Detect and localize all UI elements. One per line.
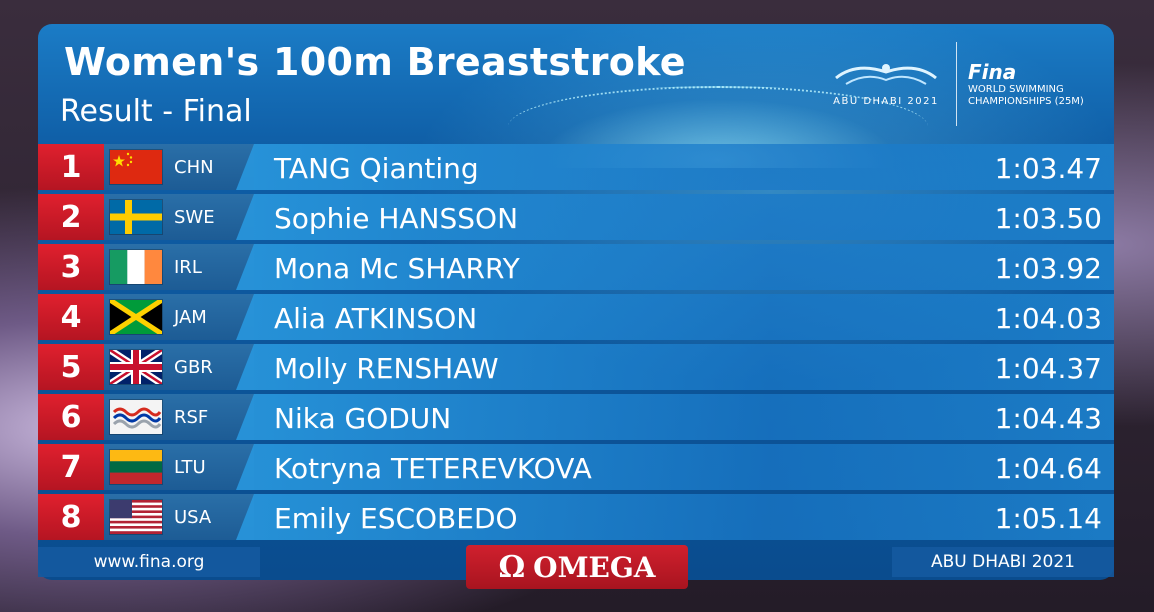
omega-wordmark: OMEGA xyxy=(533,550,656,584)
athlete-name: Sophie HANSSON xyxy=(274,202,519,235)
noc-code: GBR xyxy=(174,356,213,378)
flag-sweden-icon xyxy=(110,200,162,234)
flag-jamaica-icon xyxy=(110,300,162,334)
result-time: 1:03.47 xyxy=(994,152,1102,185)
result-time: 1:04.43 xyxy=(994,402,1102,435)
noc-code: JAM xyxy=(174,306,207,328)
result-time: 1:04.64 xyxy=(994,452,1102,485)
flag-cell: LTU xyxy=(104,444,254,490)
event-logo: ABU DHABI 2021 xyxy=(826,52,946,122)
rank: 4 xyxy=(38,294,104,340)
rank: 8 xyxy=(38,494,104,540)
fina-wordmark: Fina xyxy=(968,60,1017,84)
rank: 7 xyxy=(38,444,104,490)
rank: 2 xyxy=(38,194,104,240)
result-row: 6 RSF Nika GODUN 1:04.43 xyxy=(38,394,1114,440)
result-row: 3 IRL Mona Mc SHARRY 1:03.92 xyxy=(38,244,1114,290)
rank: 3 xyxy=(38,244,104,290)
result-time: 1:03.50 xyxy=(994,202,1102,235)
fina-subtitle: WORLD SWIMMING CHAMPIONSHIPS (25M) xyxy=(968,84,1084,107)
flag-usa-icon xyxy=(110,500,162,534)
athlete-name: TANG Qianting xyxy=(274,152,479,185)
rank: 6 xyxy=(38,394,104,440)
athlete-name: Emily ESCOBEDO xyxy=(274,502,518,535)
rank: 5 xyxy=(38,344,104,390)
athlete-name: Mona Mc SHARRY xyxy=(274,252,520,285)
flag-cell: IRL xyxy=(104,244,254,290)
event-subtitle: Result - Final xyxy=(60,94,252,129)
noc-code: USA xyxy=(174,506,212,528)
noc-code: RSF xyxy=(174,406,209,428)
flag-great-britain-icon xyxy=(110,350,162,384)
results-list: 1 CHN TANG Qianting 1:03.47 2 xyxy=(38,144,1114,544)
event-city-label: ABU DHABI 2021 xyxy=(892,547,1114,577)
athlete-name: Nika GODUN xyxy=(274,402,452,435)
name-cell: Nika GODUN 1:04.43 xyxy=(236,394,1114,440)
result-row: 5 GBR Molly RENSHAW 1:04.37 xyxy=(38,344,1114,390)
result-row: 1 CHN TANG Qianting 1:03.47 xyxy=(38,144,1114,190)
name-cell: Molly RENSHAW 1:04.37 xyxy=(236,344,1114,390)
fina-website-link: www.fina.org xyxy=(38,547,260,577)
athlete-name: Kotryna TETEREVKOVA xyxy=(274,452,592,485)
flag-cell: CHN xyxy=(104,144,254,190)
flag-ireland-icon xyxy=(110,250,162,284)
name-cell: Alia ATKINSON 1:04.03 xyxy=(236,294,1114,340)
flag-rsf-icon xyxy=(110,400,162,434)
name-cell: Kotryna TETEREVKOVA 1:04.64 xyxy=(236,444,1114,490)
flag-lithuania-icon xyxy=(110,450,162,484)
noc-code: SWE xyxy=(174,206,215,228)
noc-code: IRL xyxy=(174,256,202,278)
result-row: 7 LTU Kotryna TETEREVKOVA 1:04.64 xyxy=(38,444,1114,490)
result-time: 1:05.14 xyxy=(994,502,1102,535)
noc-code: CHN xyxy=(174,156,214,178)
name-cell: Mona Mc SHARRY 1:03.92 xyxy=(236,244,1114,290)
omega-sponsor-logo: Ω OMEGA xyxy=(466,545,688,589)
athlete-name: Alia ATKINSON xyxy=(274,302,478,335)
name-cell: Sophie HANSSON 1:03.50 xyxy=(236,194,1114,240)
athlete-name: Molly RENSHAW xyxy=(274,352,499,385)
result-row: 4 JAM Alia ATKINSON 1:04.03 xyxy=(38,294,1114,340)
name-cell: Emily ESCOBEDO 1:05.14 xyxy=(236,494,1114,540)
result-row: 8 USA Emily ESCOBEDO 1:05.14 xyxy=(38,494,1114,540)
flag-cell: RSF xyxy=(104,394,254,440)
result-time: 1:04.37 xyxy=(994,352,1102,385)
result-row: 2 SWE Sophie HANSSON 1:03.50 xyxy=(38,194,1114,240)
result-time: 1:04.03 xyxy=(994,302,1102,335)
logo-divider xyxy=(956,42,957,126)
fina-logo: Fina WORLD SWIMMING CHAMPIONSHIPS (25M) xyxy=(968,60,1114,108)
name-cell: TANG Qianting 1:03.47 xyxy=(236,144,1114,190)
swimmer-icon xyxy=(835,64,937,85)
flag-cell: SWE xyxy=(104,194,254,240)
scoreboard: Women's 100m Breaststroke Result - Final… xyxy=(38,24,1114,580)
noc-code: LTU xyxy=(174,456,206,478)
flag-cell: USA xyxy=(104,494,254,540)
event-title: Women's 100m Breaststroke xyxy=(64,40,686,84)
flag-china-icon xyxy=(110,150,162,184)
event-logo-text: ABU DHABI 2021 xyxy=(833,96,939,107)
rank: 1 xyxy=(38,144,104,190)
result-time: 1:03.92 xyxy=(994,252,1102,285)
flag-cell: GBR xyxy=(104,344,254,390)
omega-symbol-icon: Ω xyxy=(498,549,526,585)
flag-cell: JAM xyxy=(104,294,254,340)
